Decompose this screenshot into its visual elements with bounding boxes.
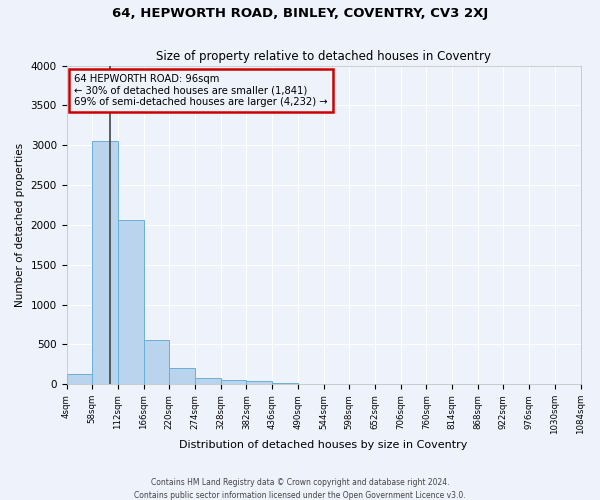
Bar xyxy=(272,383,298,384)
Bar xyxy=(169,368,195,384)
Bar xyxy=(67,374,92,384)
Bar xyxy=(143,340,169,384)
Bar xyxy=(118,220,143,384)
Bar xyxy=(92,142,118,384)
Bar xyxy=(221,380,247,384)
Title: Size of property relative to detached houses in Coventry: Size of property relative to detached ho… xyxy=(156,50,491,63)
Text: 64, HEPWORTH ROAD, BINLEY, COVENTRY, CV3 2XJ: 64, HEPWORTH ROAD, BINLEY, COVENTRY, CV3… xyxy=(112,8,488,20)
Bar xyxy=(247,381,272,384)
Y-axis label: Number of detached properties: Number of detached properties xyxy=(15,143,25,307)
Text: 64 HEPWORTH ROAD: 96sqm
← 30% of detached houses are smaller (1,841)
69% of semi: 64 HEPWORTH ROAD: 96sqm ← 30% of detache… xyxy=(74,74,328,106)
Bar xyxy=(195,378,221,384)
Text: Contains HM Land Registry data © Crown copyright and database right 2024.
Contai: Contains HM Land Registry data © Crown c… xyxy=(134,478,466,500)
X-axis label: Distribution of detached houses by size in Coventry: Distribution of detached houses by size … xyxy=(179,440,468,450)
